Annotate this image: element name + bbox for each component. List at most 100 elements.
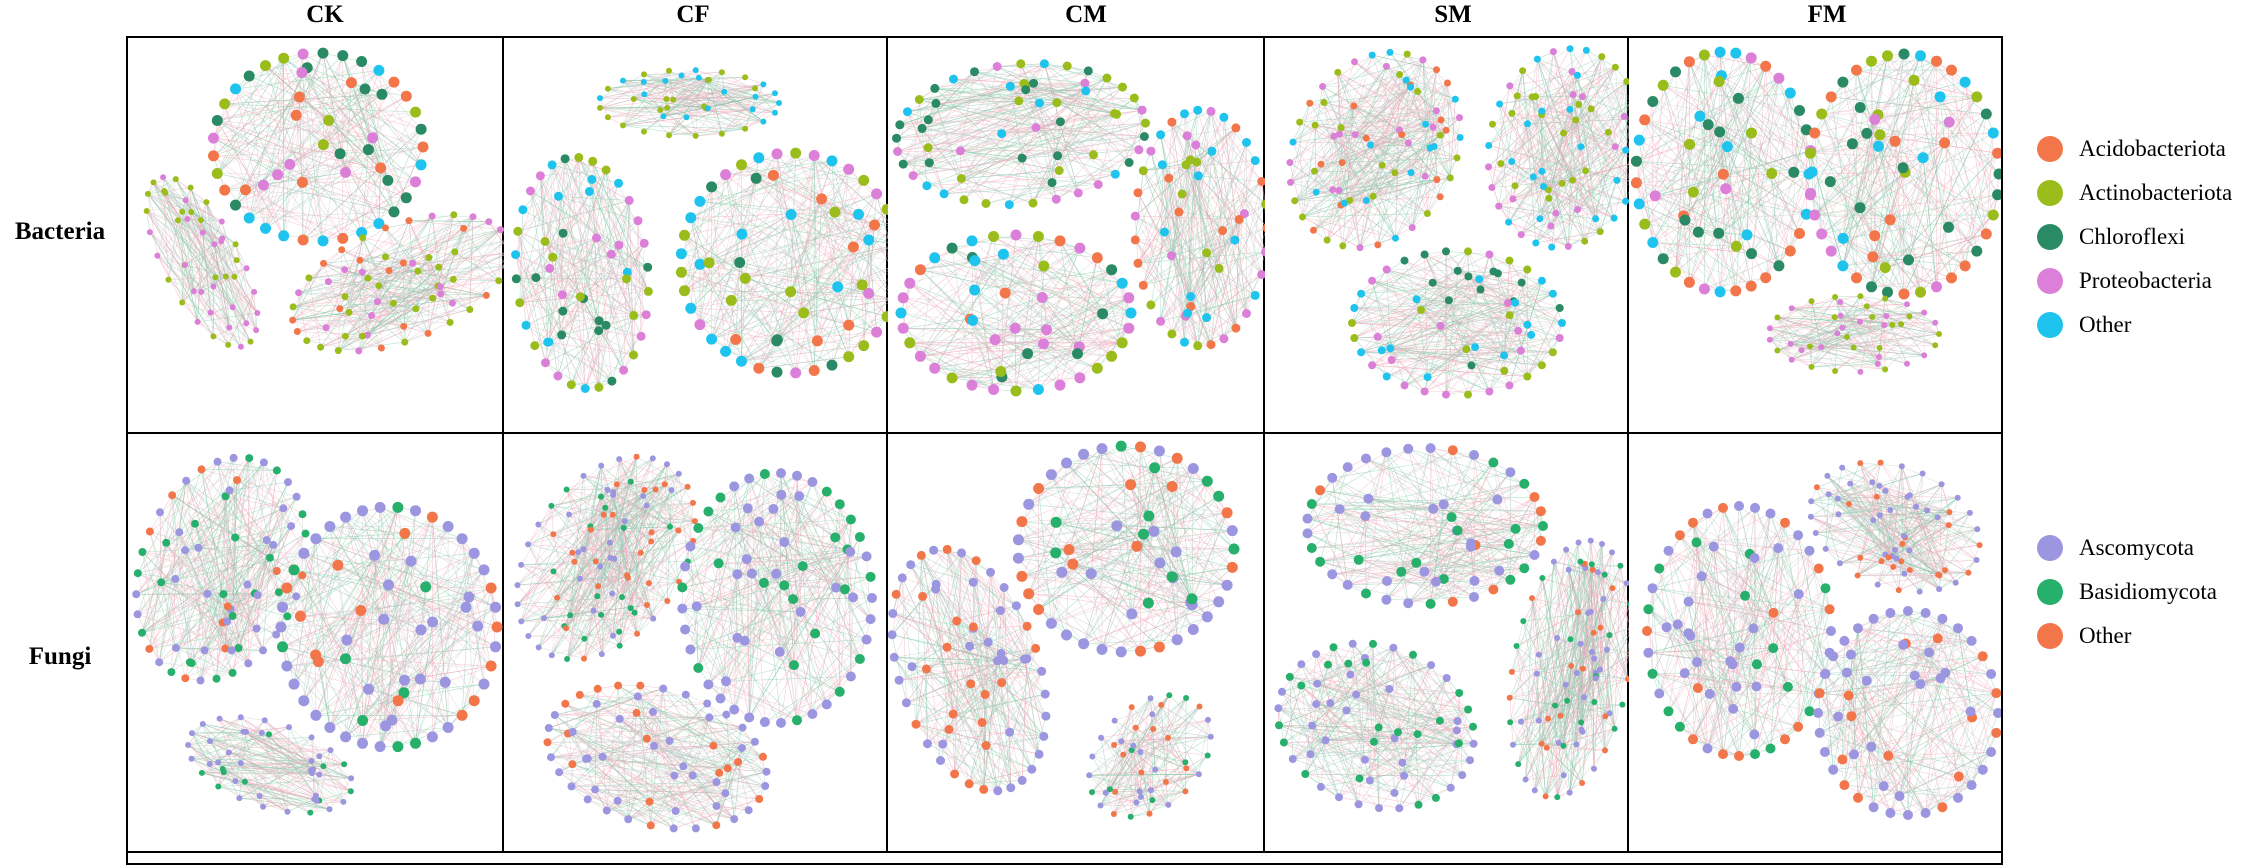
network-edge <box>626 200 630 279</box>
network-edge <box>292 263 324 308</box>
network-node <box>832 281 844 293</box>
network-edge <box>993 236 1132 314</box>
network-node <box>1234 214 1244 224</box>
network-edge <box>791 214 888 242</box>
network-edge <box>725 174 864 181</box>
network-node <box>1687 186 1699 198</box>
network-edge <box>1738 98 1813 173</box>
network-edge <box>1001 254 1004 378</box>
network-edge <box>1537 58 1596 219</box>
network-node <box>1296 118 1304 126</box>
network-edge <box>974 236 994 291</box>
column-title-cm: CM <box>1065 1 1107 28</box>
network-node <box>1054 379 1066 391</box>
network-node <box>296 67 308 78</box>
network-node <box>1174 207 1184 217</box>
network-edge <box>1424 254 1542 281</box>
network-edge <box>848 297 888 357</box>
network-edge <box>213 155 246 191</box>
network-edge <box>1223 117 1265 251</box>
network-node <box>1357 348 1366 357</box>
network-edge <box>265 172 346 229</box>
network-edge <box>525 278 627 326</box>
network-edge <box>1821 113 1945 144</box>
network-edge <box>408 220 442 295</box>
network-edge <box>1004 292 1061 386</box>
network-edge <box>1427 179 1438 214</box>
network-edge <box>301 72 389 181</box>
network-edge <box>292 215 433 321</box>
network-edge <box>1014 328 1017 392</box>
network-edge <box>1693 78 1780 193</box>
network-edge <box>367 285 380 336</box>
network-edge <box>1808 172 1906 175</box>
network-node <box>1495 202 1503 210</box>
network-edge <box>1771 173 1800 234</box>
network-node <box>826 155 838 167</box>
network-edge <box>972 320 1098 369</box>
network-edge <box>1294 179 1437 202</box>
network-node <box>1041 324 1052 336</box>
network-node <box>718 69 725 76</box>
network-edge <box>758 302 888 369</box>
network-node <box>531 273 541 283</box>
network-edge <box>1342 157 1458 163</box>
network-edge <box>1351 307 1560 324</box>
network-node <box>663 96 670 103</box>
network-node <box>1419 56 1427 64</box>
network-edge <box>605 169 627 279</box>
network-edge <box>1351 269 1387 324</box>
network-node <box>633 216 643 226</box>
network-node <box>1505 218 1513 226</box>
network-edge <box>1791 356 1880 361</box>
network-edge <box>644 77 699 95</box>
network-node <box>643 262 653 272</box>
network-node <box>678 72 685 79</box>
network-edge <box>1386 269 1532 336</box>
network-edge <box>695 133 722 137</box>
network-edge <box>1498 205 1601 232</box>
network-edge <box>1206 274 1262 318</box>
network-node <box>356 56 368 67</box>
network-edge <box>517 200 630 232</box>
network-edge <box>1894 141 1905 295</box>
network-edge <box>306 334 368 341</box>
network-node <box>931 98 941 108</box>
network-node <box>243 70 255 82</box>
network-edge <box>1920 96 1941 293</box>
network-edge <box>1038 236 1103 314</box>
network-edge <box>1290 136 1335 183</box>
network-edge <box>1550 107 1629 227</box>
network-node <box>1464 272 1473 281</box>
network-node <box>1732 92 1744 104</box>
network-node <box>1398 131 1406 139</box>
panel-grid-frame <box>126 36 2003 865</box>
network-edge <box>544 157 580 242</box>
network-edge <box>1541 51 1554 172</box>
network-edge <box>903 297 1016 329</box>
network-node <box>560 154 570 164</box>
network-edge <box>1351 300 1514 324</box>
network-edge <box>1736 110 1800 247</box>
network-edge <box>522 158 566 210</box>
network-node <box>1456 114 1463 122</box>
network-edge <box>412 214 455 264</box>
network-edge <box>301 72 422 130</box>
network-edge <box>790 169 849 292</box>
network-edge <box>721 72 725 92</box>
network-edge <box>388 215 433 271</box>
network-edge <box>221 221 247 324</box>
network-edge <box>1769 312 1925 329</box>
network-edge <box>1577 134 1629 210</box>
network-edge <box>1001 127 1037 134</box>
network-edge <box>1059 257 1098 386</box>
network-edge <box>739 227 888 263</box>
network-edge <box>1160 151 1213 322</box>
network-node <box>1262 223 1265 233</box>
network-edge <box>1840 301 1887 317</box>
network-node <box>1509 195 1517 203</box>
network-node <box>1519 67 1527 75</box>
network-edge <box>684 246 854 291</box>
network-edge <box>1539 110 1543 219</box>
network-edge <box>909 342 1028 354</box>
